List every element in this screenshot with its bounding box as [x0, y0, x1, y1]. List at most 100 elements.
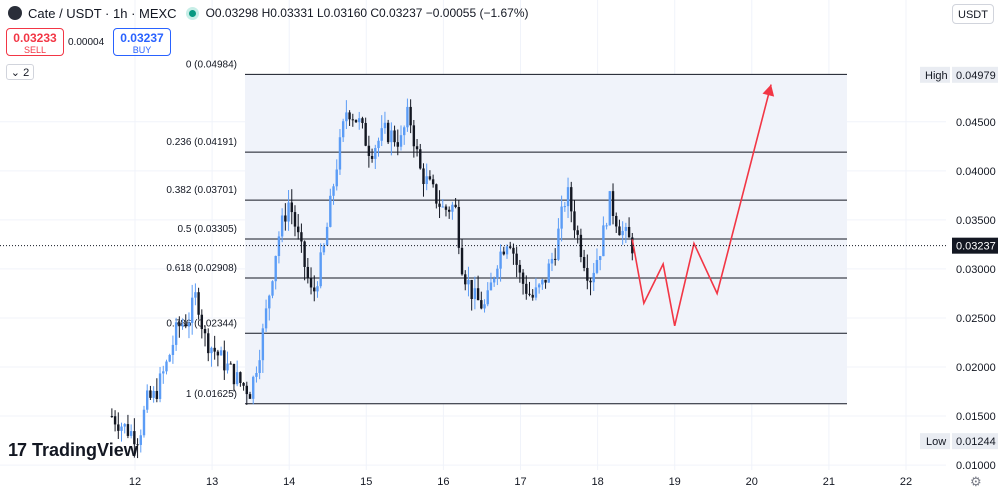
candle-body [631, 237, 634, 254]
symbol-title[interactable]: Cate / USDT · 1h · MEXC [28, 5, 177, 21]
sell-button[interactable]: 0.03233 SELL [6, 28, 64, 56]
candle-body [354, 119, 358, 123]
candle-body [621, 230, 624, 236]
x-tick-label: 22 [900, 476, 912, 488]
candle-body [550, 258, 554, 264]
candle-body [441, 206, 444, 208]
fib-label-0.236: 0.236 (0.04191) [166, 137, 237, 148]
candle-body [518, 264, 522, 273]
candle-body [570, 187, 573, 212]
candle-body [393, 130, 396, 143]
candle-body [136, 444, 139, 446]
candle-body [412, 125, 416, 147]
candle-body [255, 372, 258, 377]
candle-body [447, 209, 451, 212]
candle-body [560, 206, 563, 229]
candle-body [505, 246, 509, 255]
last-price-tag-bg [952, 237, 998, 254]
candle-body [271, 281, 274, 296]
candle-body [480, 300, 483, 309]
candle-body [316, 286, 319, 292]
chart-header: Cate / USDT · 1h · MEXC O0.03298 H0.0333… [8, 4, 529, 22]
high-tag-label: High [925, 70, 948, 82]
ohlc-readout: O0.03298 H0.03331 L0.03160 C0.03237 −0.0… [205, 6, 529, 20]
candle-body [306, 266, 310, 279]
indicators-toggle-button[interactable]: ⌄ 2 [6, 64, 34, 80]
candle-body [370, 155, 374, 159]
candle-body [377, 140, 380, 149]
candle-body [470, 279, 473, 299]
candle-body [598, 256, 602, 260]
candle-body [239, 372, 242, 383]
candle-body [133, 431, 136, 445]
candle-body [322, 245, 326, 253]
y-tick-label: 0.02000 [956, 362, 996, 374]
x-tick-label: 12 [129, 476, 141, 488]
candle-body [499, 251, 502, 269]
last-price-tag: 0.03237 [956, 241, 996, 253]
candle-body [194, 292, 197, 298]
candle-body [586, 267, 589, 281]
candle-body [557, 228, 560, 260]
currency-button[interactable]: USDT [952, 4, 994, 24]
candle-body [396, 142, 399, 147]
candle-body [287, 202, 290, 222]
buy-price: 0.03237 [120, 31, 164, 45]
candle-body [284, 215, 287, 222]
candle-body [476, 288, 480, 301]
candle-body [341, 121, 345, 138]
candle-body [245, 385, 248, 395]
fib-label-0.5: 0.5 (0.03305) [178, 224, 238, 235]
candle-body [126, 424, 130, 436]
candle-body [329, 195, 332, 227]
candle-body [534, 287, 538, 298]
candle-body [146, 390, 149, 410]
candle-body [277, 236, 281, 256]
candle-body [415, 146, 419, 150]
candle-body [338, 137, 342, 170]
candle-body [158, 373, 162, 399]
candle-body [486, 290, 489, 305]
candle-body [345, 112, 348, 122]
candle-body [380, 128, 383, 141]
candle-body [252, 376, 255, 399]
candle-body [525, 283, 528, 294]
candle-body [210, 347, 213, 354]
candle-body [528, 293, 531, 295]
candle-body [207, 333, 210, 354]
fib-label-1: 1 (0.01625) [186, 389, 237, 400]
candle-body [403, 127, 406, 136]
candle-body [457, 207, 461, 248]
candle-body [460, 247, 464, 275]
low-tag-value-bg [952, 433, 998, 450]
projection-arrowhead [762, 84, 775, 97]
candle-body [576, 230, 579, 235]
candle-body [624, 226, 628, 231]
candle-body [390, 130, 393, 143]
candle-body [515, 253, 518, 265]
candle-body [615, 215, 618, 227]
candle-body [149, 390, 152, 398]
candle-body [627, 226, 631, 238]
candle-body [374, 148, 377, 159]
candle-body [553, 258, 557, 260]
x-tick-label: 15 [360, 476, 372, 488]
candle-body [547, 263, 550, 283]
candle-body [451, 204, 454, 212]
candle-body [261, 328, 265, 361]
candle-body [512, 247, 515, 254]
x-tick-label: 19 [669, 476, 681, 488]
buy-button[interactable]: 0.03237 BUY [113, 28, 171, 56]
candle-body [232, 363, 236, 385]
candle-body [419, 149, 422, 169]
sell-price: 0.03233 [13, 31, 57, 45]
candle-body [351, 119, 355, 121]
market-open-icon [188, 9, 196, 17]
candle-body [203, 329, 207, 334]
candle-body [165, 361, 168, 372]
candle-body [618, 226, 621, 236]
candle-body [181, 324, 184, 327]
candle-body [229, 363, 232, 365]
settings-icon[interactable]: ⚙ [970, 474, 982, 489]
